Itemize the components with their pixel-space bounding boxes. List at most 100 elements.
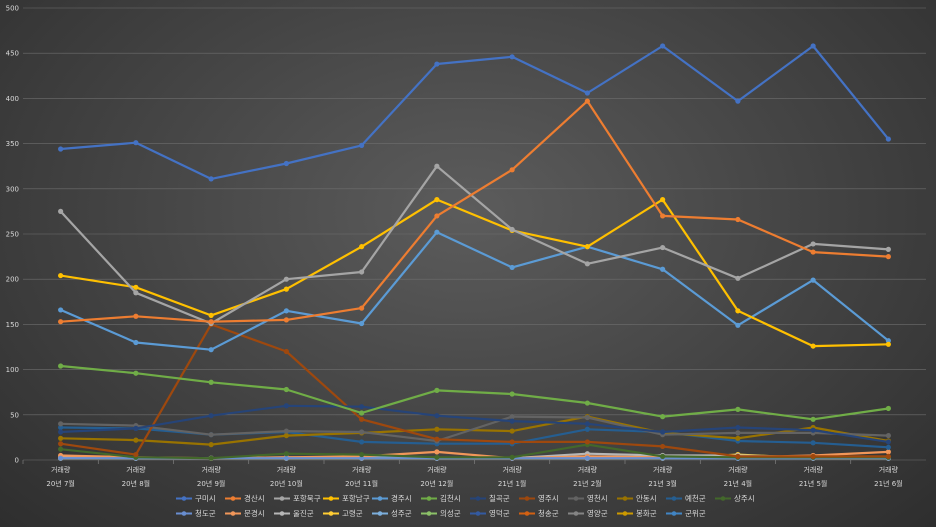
legend-item: 군위군 (666, 509, 706, 518)
data-point (58, 146, 64, 152)
data-point (509, 454, 515, 460)
data-point (359, 410, 365, 416)
legend-item: 안동시 (617, 493, 657, 503)
data-point (133, 284, 139, 290)
legend-item: 영덕군 (470, 508, 510, 518)
series-line (60, 231, 890, 351)
series-line (60, 44, 890, 180)
legend-swatch-marker (622, 511, 628, 516)
data-point (359, 142, 365, 149)
data-point (885, 439, 891, 445)
legend-item: 경주시 (372, 493, 412, 503)
data-point (434, 387, 440, 393)
x-tick-label: 거래량 (126, 465, 146, 474)
y-tick-label: 500 (6, 5, 19, 13)
data-point (735, 216, 741, 223)
data-point (359, 451, 365, 458)
data-point (885, 405, 891, 412)
data-point (509, 167, 515, 173)
series-4 (58, 197, 891, 349)
legend-label: 청송군 (538, 509, 559, 518)
x-tick-label: 거래량 (803, 465, 823, 474)
data-point (660, 244, 666, 251)
legend-swatch-marker (328, 496, 334, 501)
series-line (60, 323, 889, 458)
data-point (58, 435, 64, 441)
legend-item: 포항북구 (274, 494, 321, 503)
data-point (283, 286, 289, 292)
y-tick-label: 50 (10, 411, 19, 419)
data-point (660, 213, 666, 219)
data-point (133, 140, 139, 146)
data-point (283, 432, 289, 439)
series-line (59, 165, 889, 325)
x-tick-label: 21년 6월 (874, 479, 902, 488)
legend-item: 울진군 (274, 508, 314, 518)
legend-item: 영양군 (568, 508, 608, 518)
series-2 (58, 98, 891, 325)
x-tick-label: 21년 3월 (648, 479, 676, 488)
data-point (434, 163, 440, 169)
y-tick-label: 150 (6, 321, 19, 329)
x-axis-ticks: 거래량 20년 7월 거래량 20년 8월 거래량 20년 9월 거래량 20년 10월 거래량… (22, 460, 903, 488)
data-point (584, 426, 590, 432)
data-point (584, 261, 590, 267)
legend-item: 영주시 (519, 493, 559, 503)
data-point (359, 269, 365, 275)
data-point (584, 421, 590, 427)
legend-swatch-marker (475, 511, 481, 516)
legend-label: 구미시 (195, 494, 216, 503)
legend-label: 포항북구 (293, 494, 321, 503)
y-tick-label: 400 (6, 95, 19, 103)
series-1 (58, 43, 891, 182)
x-tick-label: 20년 9월 (197, 479, 225, 488)
data-point (208, 347, 214, 353)
data-point (283, 428, 289, 434)
data-point (885, 246, 891, 252)
data-point (283, 455, 289, 461)
series-9 (58, 414, 891, 444)
data-point (509, 418, 515, 424)
data-point (283, 348, 289, 355)
legend-swatch-marker (524, 511, 530, 516)
data-point (133, 437, 139, 443)
legend-swatch-marker (279, 511, 285, 516)
legend-label: 영양군 (587, 508, 608, 518)
data-point (810, 249, 816, 255)
data-point (58, 429, 64, 435)
data-point (584, 90, 590, 96)
data-point (359, 404, 365, 410)
data-point (660, 443, 666, 450)
legend-label: 영주시 (538, 493, 559, 503)
legend-label: 포항남구 (342, 494, 370, 503)
x-tick-label: 20년 12월 (420, 479, 453, 488)
series-line (60, 415, 889, 443)
data-point (735, 406, 741, 412)
data-point (584, 455, 590, 461)
legend-swatch-marker (181, 496, 187, 501)
y-tick-label: 100 (6, 366, 19, 374)
x-tick-label: 20년 8월 (122, 479, 150, 488)
data-point (283, 276, 289, 282)
data-point (810, 416, 816, 422)
x-tick-label: 거래량 (879, 465, 899, 474)
data-point (434, 413, 440, 419)
data-point (584, 98, 590, 104)
series-7 (58, 403, 891, 445)
legend-label: 안동시 (636, 493, 657, 503)
series-8 (58, 321, 891, 459)
y-tick-label: 300 (6, 185, 19, 193)
legend-swatch-marker (475, 496, 481, 501)
legend-label: 김천시 (440, 493, 461, 503)
data-point (810, 427, 816, 433)
data-point (660, 414, 666, 420)
x-tick-label: 21년 5월 (799, 479, 827, 488)
x-tick-label: 거래량 (578, 465, 598, 474)
legend-swatch-marker (279, 496, 285, 501)
data-point (885, 341, 891, 347)
series-3 (58, 163, 891, 327)
data-point (283, 386, 289, 393)
legend-item: 영천시 (568, 493, 608, 503)
x-tick-label: 거래량 (277, 465, 297, 474)
